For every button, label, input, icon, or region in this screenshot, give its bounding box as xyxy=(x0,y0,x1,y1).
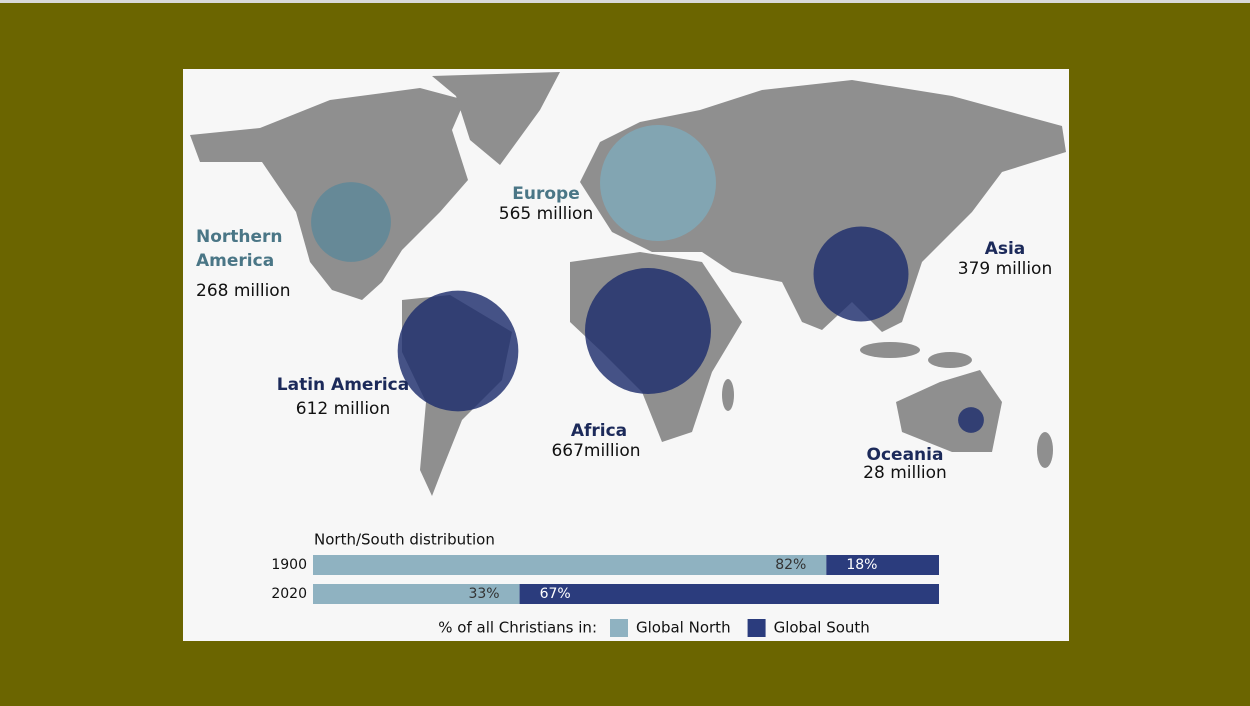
bubble xyxy=(600,125,716,241)
legend-swatch xyxy=(610,619,628,637)
region-label: Europe xyxy=(512,184,579,204)
bubble xyxy=(585,268,711,394)
bubble xyxy=(397,290,519,412)
chart-title: North/South distribution xyxy=(314,531,495,549)
bubble xyxy=(311,182,391,262)
browser-bar xyxy=(0,0,1250,3)
bar-segment xyxy=(313,584,520,604)
region-value: 612 million xyxy=(296,399,390,419)
legend-swatch xyxy=(747,619,766,637)
region-label: Africa xyxy=(571,421,627,441)
bubble xyxy=(813,226,909,322)
region-label: Asia xyxy=(985,239,1026,259)
legend-label: Global North xyxy=(636,619,731,637)
region-value: 379 million xyxy=(958,259,1052,279)
legend-title: % of all Christians in: xyxy=(438,619,597,637)
bar-chart: North/South distribution 1900 82% 18% 2020 33… xyxy=(271,531,939,637)
region-value: 667million xyxy=(551,441,640,461)
bubble xyxy=(958,407,984,433)
bar-segment xyxy=(826,555,939,575)
y-tick-label: 1900 xyxy=(271,557,307,573)
y-tick-label: 2020 xyxy=(271,586,307,602)
region-label: Northern America xyxy=(196,227,283,271)
bar-segment xyxy=(313,555,827,575)
region-value: 565 million xyxy=(499,204,593,224)
region-label: Oceania xyxy=(867,445,944,465)
bar-segment xyxy=(519,584,939,604)
value-label: 67% xyxy=(540,586,571,602)
region-value: 28 million xyxy=(863,463,947,483)
value-label: 18% xyxy=(846,557,877,573)
region-value: 268 million xyxy=(196,281,290,301)
value-label: 82% xyxy=(775,557,806,573)
region-label: Latin America xyxy=(277,375,409,395)
legend-label: Global South xyxy=(774,619,870,637)
value-label: 33% xyxy=(468,586,499,602)
